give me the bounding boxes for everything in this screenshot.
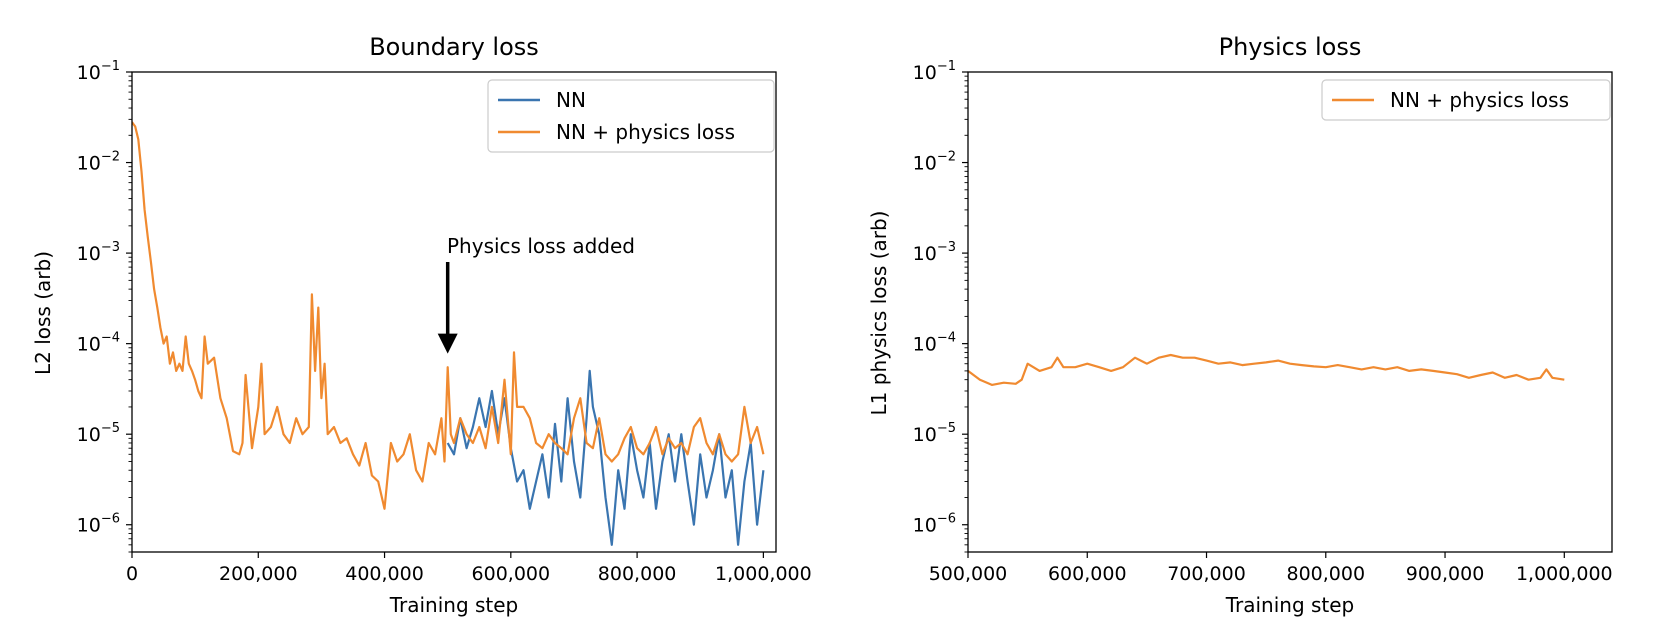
series-line-0: [968, 353, 1565, 386]
y-tick-label: 10−1: [77, 59, 120, 84]
y-tick-label: 10−1: [913, 59, 956, 84]
legend: NN + physics loss: [1321, 79, 1611, 121]
axes-frame: [131, 71, 777, 553]
x-tick-label: 1,000,000: [715, 563, 812, 585]
y-tick-label: 10−2: [77, 150, 120, 175]
axes-frame: [967, 71, 1613, 553]
x-tick-label: 200,000: [219, 563, 298, 585]
annotation-arrow: [437, 262, 458, 354]
annotation: Physics loss added: [437, 234, 635, 354]
physics-loss-chart: Physics loss 500,000 600,000 700,000 800,00…: [867, 33, 1613, 617]
x-tick-label: 1,000,000: [1516, 563, 1613, 585]
x-tick-label: 800,000: [1286, 563, 1365, 585]
y-axis-label: L2 loss (arb): [31, 251, 55, 375]
series-layer: [968, 353, 1565, 386]
y-tick-label: 10−4: [77, 331, 120, 356]
legend-label: NN + physics loss: [556, 120, 735, 144]
legend: NN NN + physics loss: [487, 79, 775, 153]
y-tick-label: 10−2: [913, 150, 956, 175]
series-line-1: [132, 121, 765, 510]
chart-title: Boundary loss: [369, 33, 539, 61]
series-layer: [132, 121, 765, 546]
x-tick-label: 900,000: [1406, 563, 1485, 585]
boundary-loss-chart: Boundary loss 0 200,000 400,000 600,000 800,…: [31, 33, 812, 617]
y-axis-ticks: 10−6 10−5 10−4 10−3 10−2 10−1: [913, 59, 968, 553]
legend-label: NN + physics loss: [1390, 88, 1569, 112]
y-tick-label: 10−5: [77, 421, 120, 446]
x-tick-label: 800,000: [598, 563, 677, 585]
y-axis-ticks: 10−6 10−5 10−4 10−3 10−2 10−1: [77, 59, 132, 553]
legend-label: NN: [556, 88, 586, 112]
x-tick-label: 400,000: [345, 563, 424, 585]
y-tick-label: 10−6: [913, 512, 956, 537]
x-tick-label: 700,000: [1167, 563, 1246, 585]
x-tick-label: 600,000: [1048, 563, 1127, 585]
y-tick-label: 10−4: [913, 331, 956, 356]
x-tick-label: 0: [126, 563, 138, 585]
x-axis-label: Training step: [1225, 593, 1355, 617]
x-tick-label: 600,000: [472, 563, 551, 585]
y-tick-label: 10−3: [77, 240, 120, 265]
x-axis-label: Training step: [389, 593, 519, 617]
x-tick-label: 500,000: [929, 563, 1008, 585]
chart-title: Physics loss: [1219, 33, 1362, 61]
x-axis-ticks: 500,000 600,000 700,000 800,000 900,000 1,000…: [929, 552, 1613, 585]
y-tick-label: 10−5: [913, 421, 956, 446]
y-tick-label: 10−3: [913, 240, 956, 265]
x-axis-ticks: 0 200,000 400,000 600,000 800,000 1,000,000: [126, 552, 812, 585]
y-axis-label: L1 physics loss (arb): [867, 211, 891, 416]
plot-area: [968, 72, 1612, 552]
annotation-text: Physics loss added: [447, 234, 635, 258]
y-tick-label: 10−6: [77, 512, 120, 537]
